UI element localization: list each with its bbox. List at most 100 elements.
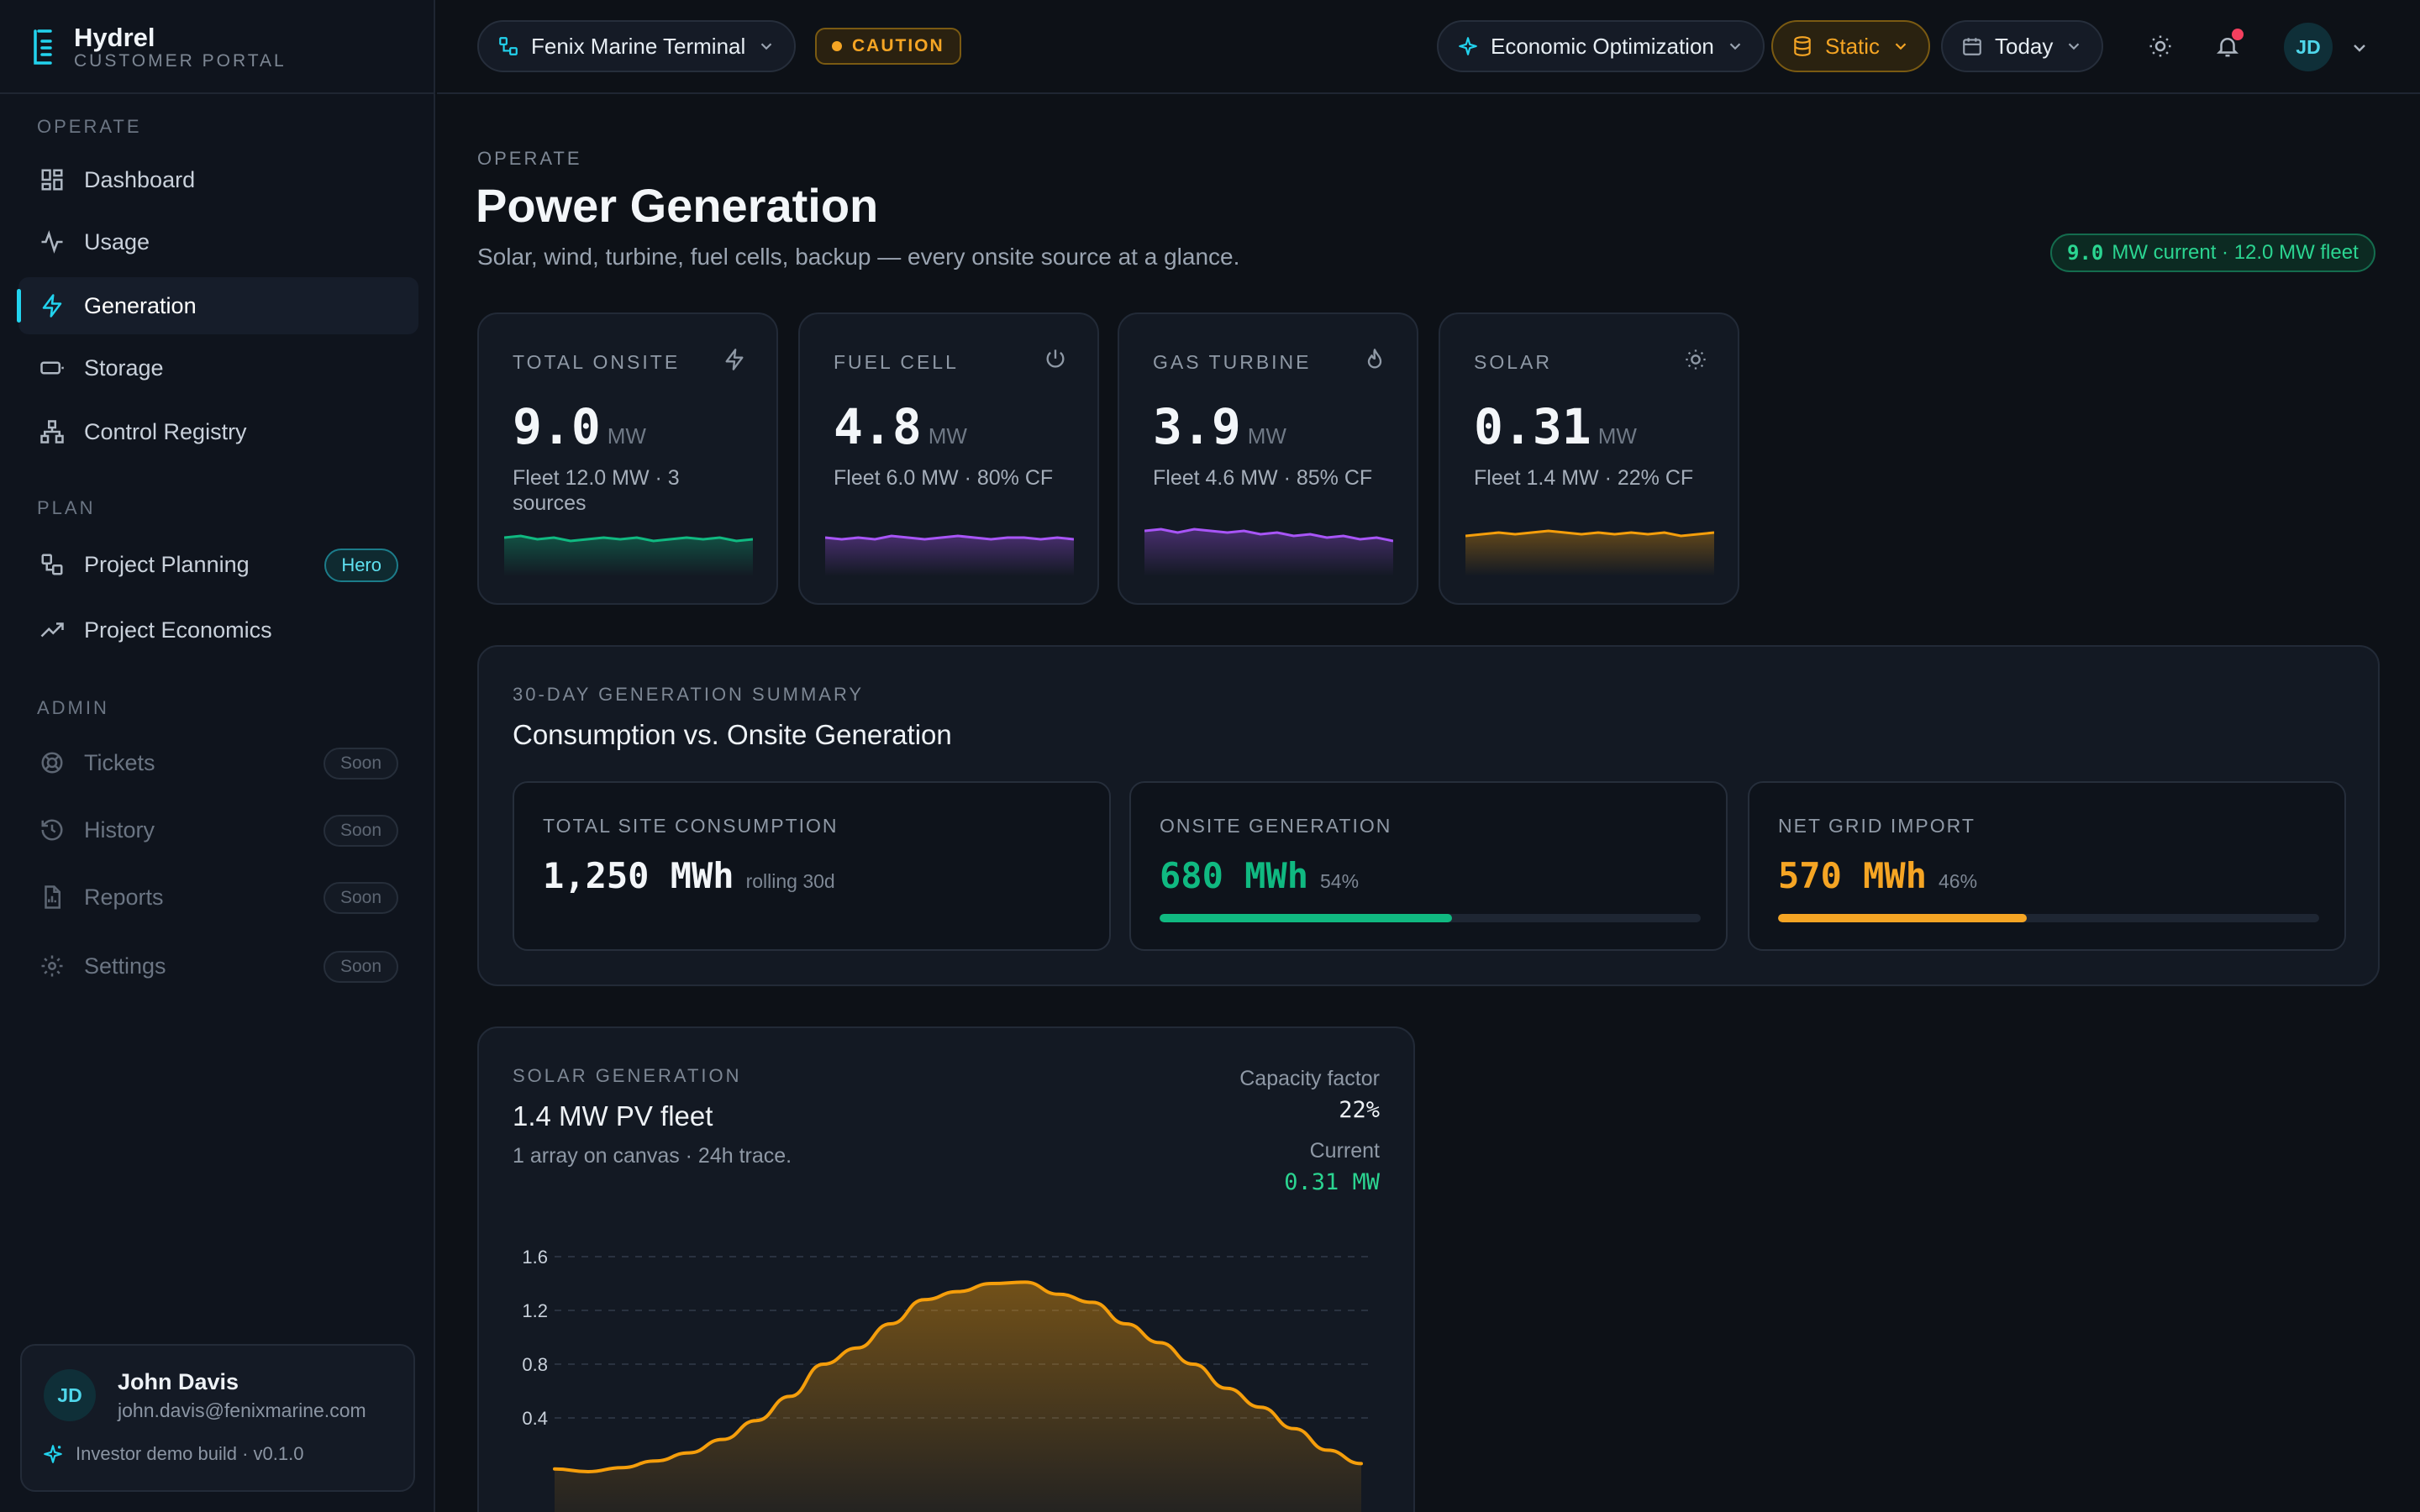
sidebar-item-storage[interactable]: Storage: [18, 339, 418, 396]
solar-subtitle: 1 array on canvas · 24h trace.: [513, 1144, 792, 1168]
sparkline-area: [1465, 531, 1714, 576]
solar-eyebrow: SOLAR GENERATION: [513, 1065, 742, 1086]
top-header: Fenix Marine Terminal CAUTION Economic O…: [437, 0, 2420, 94]
build-label: Investor demo build · v0.1.0: [76, 1443, 304, 1464]
sparkline-line: [504, 534, 753, 543]
status-dot: [832, 41, 842, 51]
summary-card-value: 680 MWh 54%: [1160, 855, 1360, 896]
summary-card-label: TOTAL SITE CONSUMPTION: [543, 815, 839, 837]
battery-icon: [37, 353, 67, 383]
dashboard-icon: [37, 165, 67, 195]
sidebar-item-label: Tickets: [84, 749, 155, 775]
network-icon: [37, 417, 67, 447]
sidebar-item-label: Settings: [84, 953, 166, 979]
summary-card-label: ONSITE GENERATION: [1160, 815, 1392, 837]
chevron-down-icon[interactable]: [2349, 38, 2370, 58]
sidebar-item-generation[interactable]: Generation: [17, 277, 418, 334]
nav-section-plan: PLAN: [37, 497, 96, 518]
fleet-badge: 9.0 MW current · 12.0 MW fleet: [2050, 234, 2375, 272]
site-selector[interactable]: Fenix Marine Terminal: [477, 20, 797, 72]
kpi-sparkline: [504, 534, 753, 576]
sidebar-item-usage[interactable]: Usage: [18, 213, 418, 270]
y-tick-label: 0.8: [522, 1354, 548, 1375]
activity-icon: [37, 227, 67, 257]
brand-name: Hydrel: [74, 23, 155, 52]
site-name: Fenix Marine Terminal: [531, 33, 746, 59]
data-source-selector[interactable]: Static: [1771, 20, 1931, 72]
sparkline-area: [504, 536, 753, 576]
sidebar-item-control-registry[interactable]: Control Registry: [18, 403, 418, 460]
y-tick-label: 1.6: [522, 1247, 548, 1268]
summary-eyebrow: 30-DAY GENERATION SUMMARY: [513, 684, 865, 705]
user-card[interactable]: JD John Davis john.davis@fenixmarine.com…: [20, 1344, 415, 1492]
kpi-card-solar[interactable]: SOLAR 0.31 MW Fleet 1.4 MW · 22% CF: [1439, 312, 1739, 605]
kpi-value: 0.31 MW: [1474, 398, 1637, 455]
kpi-label: GAS TURBINE: [1153, 351, 1312, 373]
notifications-button[interactable]: [2207, 25, 2249, 67]
sidebar-item-project-planning[interactable]: Project Planning Hero: [18, 536, 418, 593]
kpi-subtext: Fleet 1.4 MW · 22% CF: [1474, 466, 1694, 490]
user-email: john.davis@fenixmarine.com: [118, 1399, 366, 1421]
sparkle-icon: [44, 1445, 62, 1463]
kpi-value: 4.8 MW: [834, 398, 967, 455]
sidebar-item-label: Project Economics: [84, 617, 272, 643]
sidebar-item-label: History: [84, 816, 155, 843]
soon-badge: Soon: [323, 748, 398, 780]
solar-title: 1.4 MW PV fleet: [513, 1100, 713, 1131]
summary-card-grid-import: NET GRID IMPORT 570 MWh 46%: [1748, 781, 2346, 951]
flame-icon: [1367, 349, 1382, 369]
sidebar-item-reports[interactable]: Reports Soon: [18, 869, 418, 926]
header-avatar[interactable]: JD: [2284, 23, 2333, 71]
solar-area: [555, 1282, 1361, 1512]
kpi-value: 9.0 MW: [513, 398, 646, 455]
status-badge: CAUTION: [815, 28, 961, 65]
nav-section-operate: OPERATE: [37, 116, 142, 137]
build-info: Investor demo build · v0.1.0: [42, 1443, 303, 1465]
brand[interactable]: Hydrel CUSTOMER PORTAL: [30, 24, 287, 71]
kpi-subtext: Fleet 4.6 MW · 85% CF: [1153, 466, 1373, 490]
sidebar-item-label: Storage: [84, 354, 164, 381]
progress-fill: [1778, 914, 2028, 922]
progress-fill: [1160, 914, 1452, 922]
sidebar-item-label: Generation: [84, 292, 197, 318]
report-icon: [37, 882, 67, 912]
soon-badge: Soon: [323, 951, 398, 983]
page-title: Power Generation: [476, 179, 879, 232]
sidebar-item-tickets[interactable]: Tickets Soon: [18, 734, 418, 791]
sparkle-icon: [1459, 37, 1477, 55]
status-label: CAUTION: [852, 36, 944, 55]
sun-icon: [2149, 35, 2171, 57]
fleet-badge-value: 9.0: [2067, 241, 2104, 265]
page-subtitle: Solar, wind, turbine, fuel cells, backup…: [477, 244, 1240, 270]
capacity-factor-label: Capacity factor: [1239, 1067, 1380, 1090]
sidebar-item-settings[interactable]: Settings Soon: [18, 937, 418, 995]
sidebar-item-project-economics[interactable]: Project Economics: [18, 601, 418, 659]
kpi-card-gas-turbine[interactable]: GAS TURBINE 3.9 MW Fleet 4.6 MW · 85% CF: [1118, 312, 1418, 605]
progress-track: [1778, 914, 2319, 922]
kpi-sparkline: [1144, 528, 1393, 576]
summary-card-consumption: TOTAL SITE CONSUMPTION 1,250 MWh rolling …: [513, 781, 1111, 951]
sparkline-line: [825, 534, 1074, 541]
sidebar-item-history[interactable]: History Soon: [18, 801, 418, 858]
kpi-card-fuel-cell[interactable]: FUEL CELL 4.8 MW Fleet 6.0 MW · 80% CF: [798, 312, 1099, 605]
y-tick-label: 1.2: [522, 1300, 548, 1321]
kpi-card-total-onsite[interactable]: TOTAL ONSITE 9.0 MW Fleet 12.0 MW · 3 sou…: [477, 312, 778, 605]
generation-summary-panel: 30-DAY GENERATION SUMMARY Consumption vs…: [477, 645, 2380, 986]
site-icon: [499, 37, 518, 55]
user-name: John Davis: [118, 1369, 239, 1394]
summary-card-onsite-generation: ONSITE GENERATION 680 MWh 54%: [1129, 781, 1728, 951]
current-output-label: Current: [1309, 1139, 1380, 1163]
date-range-selector[interactable]: Today: [1941, 20, 2104, 72]
trending-up-icon: [37, 615, 67, 645]
notification-dot: [2232, 29, 2244, 40]
user-avatar: JD: [44, 1369, 96, 1421]
history-icon: [37, 815, 67, 845]
theme-toggle-button[interactable]: [2139, 25, 2181, 67]
sidebar-item-dashboard[interactable]: Dashboard: [18, 151, 418, 208]
progress-track: [1160, 914, 1701, 922]
gear-icon: [37, 951, 67, 981]
summary-card-label: NET GRID IMPORT: [1778, 815, 1975, 837]
mode-selector[interactable]: Economic Optimization: [1437, 20, 1765, 72]
current-output-value: 0.31 MW: [1284, 1169, 1380, 1195]
kpi-sparkline: [825, 534, 1074, 576]
